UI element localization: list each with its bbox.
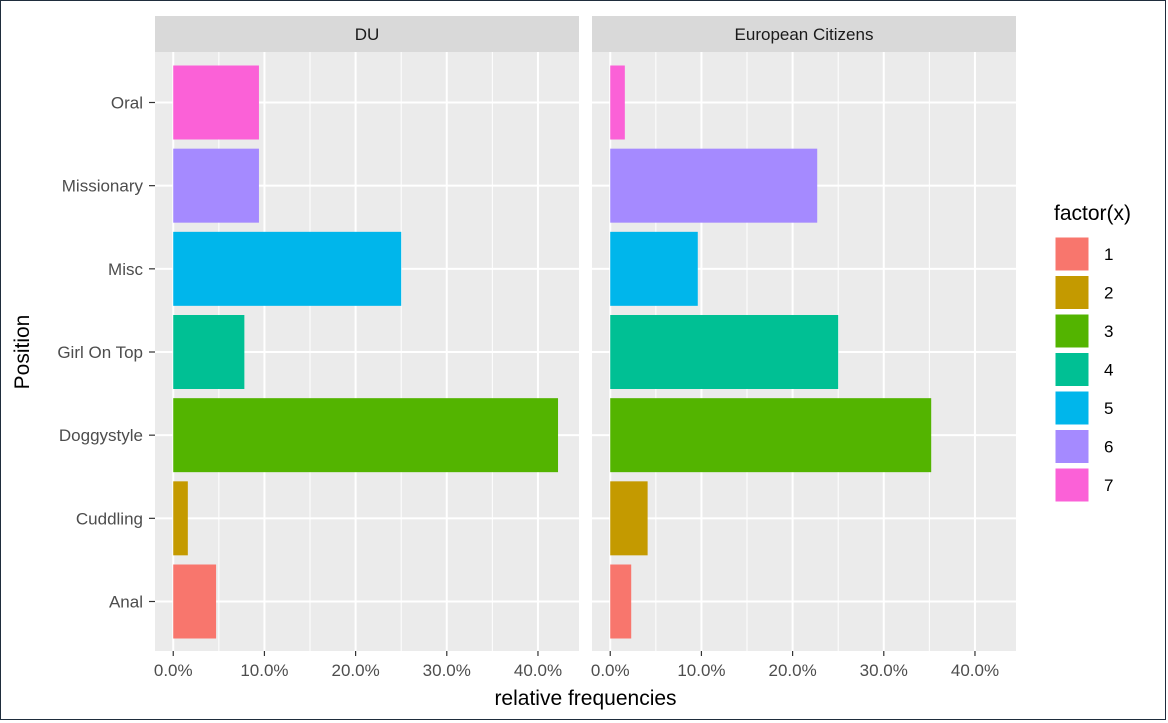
- facet-label-european-citizens: European Citizens: [735, 25, 874, 44]
- bar-european-citizens-anal: [610, 564, 632, 639]
- y-axis-title: Position: [11, 315, 34, 390]
- facet-strip-european-citizens: [592, 16, 1016, 52]
- y-tick-label-cuddling: Cuddling: [76, 509, 143, 528]
- bar-european-citizens-missionary: [610, 148, 818, 223]
- x-tick-label-du: 30.0%: [423, 661, 471, 680]
- legend-label-1: 1: [1104, 245, 1113, 264]
- x-tick-label-du: 40.0%: [514, 661, 562, 680]
- x-tick-label-du: 20.0%: [332, 661, 380, 680]
- bar-european-citizens-doggystyle: [610, 398, 932, 473]
- bar-european-citizens-misc: [610, 231, 698, 306]
- legend-label-4: 4: [1104, 361, 1113, 380]
- x-tick-label-european-citizens: 40.0%: [951, 661, 999, 680]
- bar-du-anal: [173, 564, 217, 639]
- bar-european-citizens-girl-on-top: [610, 315, 839, 389]
- legend-key-5: [1054, 390, 1090, 426]
- facet-strip-du: [155, 16, 579, 52]
- y-tick-label-misc: Misc: [108, 260, 143, 279]
- x-tick-label-du: 10.0%: [240, 661, 288, 680]
- legend-key-3: [1054, 313, 1090, 349]
- legend-key-6: [1054, 429, 1090, 464]
- legend-label-7: 7: [1104, 476, 1113, 495]
- bar-du-girl-on-top: [173, 315, 245, 389]
- y-tick-label-girl-on-top: Girl On Top: [57, 343, 143, 362]
- bar-du-misc: [173, 231, 402, 306]
- legend-title: factor(x): [1054, 202, 1131, 225]
- bar-european-citizens-cuddling: [610, 481, 648, 556]
- bar-du-cuddling: [173, 481, 188, 556]
- legend-label-5: 5: [1104, 399, 1113, 418]
- y-tick-label-doggystyle: Doggystyle: [59, 426, 143, 445]
- x-tick-label-european-citizens: 10.0%: [677, 661, 725, 680]
- bar-du-doggystyle: [173, 398, 559, 473]
- x-tick-label-european-citizens: 0.0%: [591, 661, 630, 680]
- x-tick-label-european-citizens: 20.0%: [769, 661, 817, 680]
- y-tick-label-anal: Anal: [109, 593, 143, 612]
- y-tick-label-oral: Oral: [111, 94, 143, 113]
- legend-key-7: [1054, 467, 1090, 503]
- bar-du-missionary: [173, 148, 259, 223]
- legend-label-2: 2: [1104, 284, 1113, 303]
- bar-du-oral: [173, 65, 259, 140]
- facet-label-du: DU: [355, 25, 380, 44]
- legend-key-2: [1054, 275, 1090, 310]
- legend-label-6: 6: [1104, 438, 1113, 457]
- y-tick-label-missionary: Missionary: [62, 177, 144, 196]
- x-tick-label-european-citizens: 30.0%: [860, 661, 908, 680]
- legend-key-4: [1054, 352, 1090, 387]
- bar-european-citizens-oral: [610, 65, 625, 140]
- legend-label-3: 3: [1104, 322, 1113, 341]
- x-axis-title: relative frequencies: [494, 687, 676, 710]
- x-tick-label-du: 0.0%: [154, 661, 193, 680]
- legend-key-1: [1054, 236, 1090, 272]
